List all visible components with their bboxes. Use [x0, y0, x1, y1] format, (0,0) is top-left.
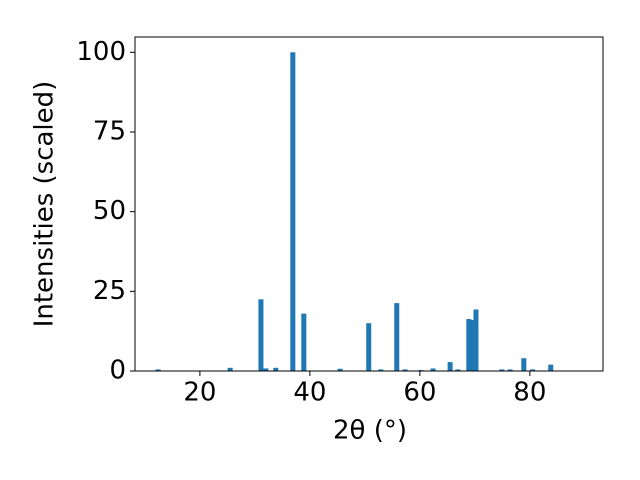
y-tick-label: 50 [93, 196, 126, 226]
bar [402, 369, 408, 371]
bar [466, 319, 472, 371]
bar [521, 358, 527, 371]
y-axis-label: Intensities (scaled) [30, 81, 60, 328]
bar [301, 313, 307, 371]
y-tick-label: 0 [109, 356, 126, 386]
bar [473, 309, 479, 371]
y-tick-label: 75 [93, 116, 126, 146]
bar [455, 369, 461, 371]
bar [227, 367, 233, 371]
bar [290, 52, 296, 372]
bar [263, 368, 269, 371]
bar [258, 299, 264, 371]
x-axis-label: 2θ (°) [333, 416, 407, 446]
y-tick-label: 25 [93, 276, 126, 306]
bar [366, 323, 372, 371]
x-tick-label: 20 [183, 378, 216, 408]
bar [507, 369, 513, 371]
bar [430, 368, 436, 371]
bar [469, 320, 475, 371]
bar [337, 368, 343, 371]
x-tick-label: 40 [293, 378, 326, 408]
bar [530, 369, 536, 371]
y-tick-label: 100 [76, 37, 126, 67]
bar [155, 369, 161, 371]
x-tick-label: 80 [513, 378, 546, 408]
bar [378, 369, 384, 371]
bar [548, 364, 554, 371]
bar [447, 362, 453, 371]
plot-frame [134, 36, 604, 372]
bar [273, 367, 279, 371]
bar [394, 303, 400, 371]
x-tick-label: 60 [403, 378, 436, 408]
bar [499, 369, 505, 371]
